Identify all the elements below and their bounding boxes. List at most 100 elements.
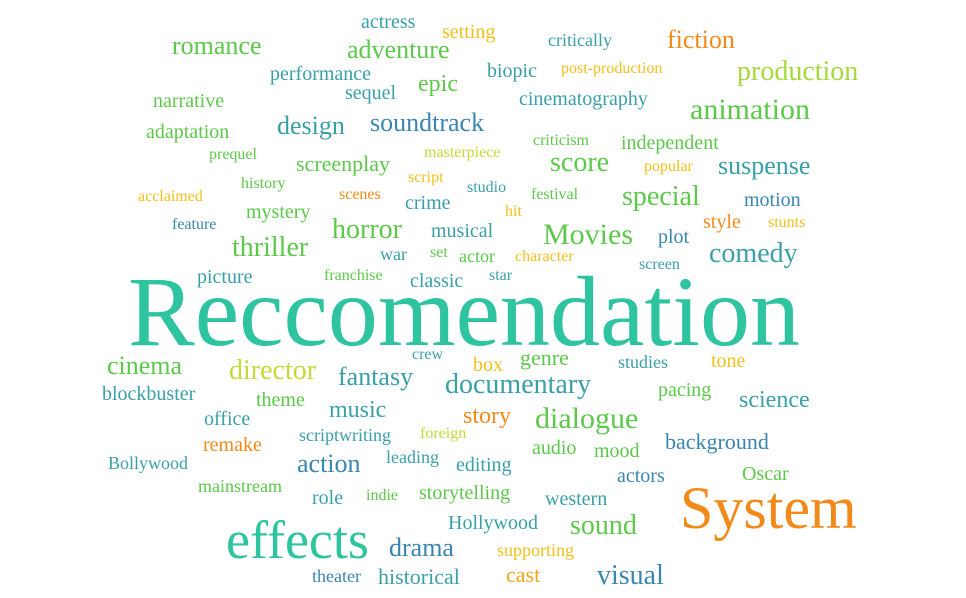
cloud-word: System	[680, 475, 857, 541]
cloud-word: genre	[520, 345, 569, 370]
cloud-word: box	[473, 354, 503, 376]
cloud-word: documentary	[445, 369, 592, 400]
cloud-word: actor	[459, 246, 495, 266]
cloud-word: set	[430, 244, 448, 261]
cloud-word: crew	[412, 346, 444, 363]
cloud-word: office	[204, 408, 251, 430]
cloud-word: design	[277, 111, 345, 140]
cloud-word: comedy	[709, 238, 798, 269]
cloud-word: foreign	[420, 425, 467, 442]
cloud-word: sound	[570, 510, 637, 541]
cloud-word: animation	[690, 93, 810, 126]
cloud-word: independent	[621, 132, 719, 154]
cloud-word: supporting	[497, 540, 575, 560]
cloud-word: character	[515, 248, 574, 265]
cloud-word: audio	[532, 437, 577, 459]
cloud-word: Hollywood	[448, 512, 538, 534]
cloud-word: acclaimed	[138, 188, 203, 205]
cloud-word: motion	[744, 189, 801, 211]
cloud-word: soundtrack	[370, 108, 485, 137]
cloud-word: theme	[256, 389, 305, 411]
cloud-word: franchise	[324, 267, 383, 284]
cloud-word: sequel	[345, 82, 397, 104]
cloud-word: effects	[226, 510, 369, 570]
cloud-word: adventure	[347, 35, 450, 64]
cloud-word: cast	[506, 562, 541, 587]
cloud-word: actors	[617, 465, 665, 487]
cloud-word: theater	[312, 566, 361, 586]
cloud-word: mainstream	[198, 476, 282, 496]
cloud-word: fiction	[667, 25, 735, 54]
cloud-word: musical	[431, 220, 494, 242]
cloud-word: music	[329, 397, 387, 423]
cloud-word: thriller	[232, 232, 309, 263]
cloud-word: background	[665, 429, 769, 454]
cloud-word: blockbuster	[102, 383, 196, 405]
cloud-word: setting	[442, 21, 496, 43]
cloud-word: romance	[172, 31, 262, 60]
cloud-word: cinema	[107, 351, 183, 380]
cloud-word: dialogue	[535, 402, 639, 435]
cloud-word: biopic	[487, 60, 537, 82]
cloud-word: scenes	[339, 186, 381, 203]
cloud-word: studies	[618, 352, 669, 372]
cloud-word: feature	[172, 216, 217, 233]
cloud-word: western	[545, 488, 608, 510]
cloud-word: science	[739, 387, 810, 413]
cloud-word: hit	[505, 203, 522, 220]
cloud-word: post-production	[561, 60, 663, 77]
cloud-word: mystery	[246, 201, 311, 223]
cloud-word: stunts	[768, 214, 806, 231]
cloud-word: prequel	[209, 146, 257, 163]
cloud-word: story	[463, 403, 511, 429]
cloud-word: style	[703, 211, 741, 233]
cloud-word: cinematography	[519, 88, 648, 110]
cloud-word: performance	[270, 63, 372, 85]
cloud-word: screenplay	[296, 151, 391, 176]
cloud-word: Bollywood	[108, 453, 189, 473]
cloud-word: crime	[405, 192, 451, 214]
cloud-word: plot	[658, 226, 690, 248]
cloud-word: star	[489, 267, 513, 284]
cloud-word: studio	[467, 179, 507, 196]
cloud-word: suspense	[718, 151, 811, 180]
cloud-word: pacing	[658, 379, 712, 401]
cloud-word: action	[297, 449, 361, 478]
cloud-word: scriptwriting	[299, 425, 391, 445]
cloud-word: Oscar	[742, 463, 789, 485]
cloud-word: mood	[594, 440, 640, 462]
cloud-word: historical	[378, 564, 460, 589]
cloud-word: screen	[639, 256, 680, 273]
cloud-word: storytelling	[419, 482, 511, 504]
cloud-word: drama	[389, 533, 454, 562]
cloud-word: leading	[386, 447, 439, 467]
cloud-word: score	[550, 147, 610, 178]
cloud-word: fantasy	[338, 362, 414, 391]
cloud-word: editing	[456, 454, 512, 476]
cloud-word: war	[380, 244, 407, 264]
cloud-word: tone	[711, 350, 746, 372]
cloud-word: production	[737, 56, 859, 87]
cloud-word: director	[229, 355, 317, 386]
cloud-word: Reccomendation	[128, 256, 800, 367]
cloud-word: masterpiece	[424, 144, 501, 161]
cloud-word: festival	[531, 186, 579, 203]
cloud-word: picture	[197, 266, 253, 288]
cloud-word: Movies	[543, 218, 633, 251]
cloud-word: epic	[418, 71, 458, 97]
cloud-word: remake	[203, 434, 262, 456]
cloud-word: visual	[597, 560, 664, 591]
cloud-word: indie	[366, 487, 398, 504]
cloud-word: narrative	[153, 90, 225, 112]
cloud-word: actress	[361, 11, 416, 33]
cloud-word: history	[241, 175, 286, 192]
cloud-word: classic	[410, 270, 464, 292]
cloud-word: role	[312, 487, 344, 509]
cloud-word: criticism	[533, 132, 589, 149]
cloud-word: special	[622, 181, 700, 212]
cloud-word: popular	[644, 158, 693, 175]
cloud-word: adaptation	[146, 121, 230, 143]
cloud-word: script	[408, 169, 444, 186]
cloud-word: critically	[548, 30, 612, 50]
